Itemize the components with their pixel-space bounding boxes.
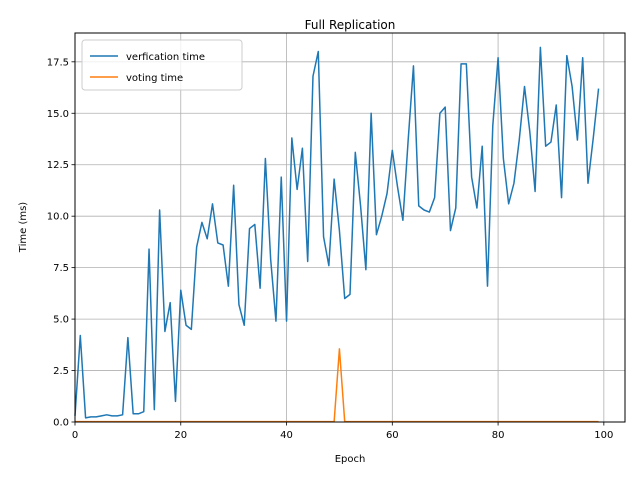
x-tick-label: 20 (174, 430, 187, 441)
y-tick-label: 10.0 (47, 212, 69, 223)
plot-frame (74, 32, 626, 423)
y-tick-label: 2.5 (53, 366, 69, 377)
y-tick-label: 5.0 (53, 315, 69, 326)
x-tick-label: 80 (492, 430, 505, 441)
y-tick-label: 15.0 (47, 109, 69, 120)
chart-title: Full Replication (305, 18, 396, 32)
grid-lines (74, 33, 625, 423)
y-tick-label: 12.5 (47, 160, 69, 171)
x-axis-label: Epoch (335, 454, 366, 465)
series-layer (74, 46, 600, 423)
x-tick-label: 100 (594, 430, 613, 441)
x-axis: 0 20 40 60 80 100 (72, 422, 613, 441)
y-axis-label: Time (ms) (18, 202, 29, 254)
legend: verfication time voting time (81, 39, 243, 91)
y-axis: 0.0 2.5 5.0 7.5 10.0 12.5 15.0 17.5 (47, 57, 75, 429)
series-line-1 (74, 46, 600, 419)
y-tick-label: 0.0 (53, 418, 69, 429)
legend-label: voting time (126, 73, 183, 84)
legend-label: verfication time (126, 52, 205, 63)
x-tick-label: 40 (280, 430, 293, 441)
legend-box (81, 39, 243, 91)
x-tick-label: 0 (72, 430, 78, 441)
y-tick-label: 7.5 (53, 263, 69, 274)
y-tick-label: 17.5 (47, 57, 69, 68)
x-tick-label: 60 (386, 430, 399, 441)
